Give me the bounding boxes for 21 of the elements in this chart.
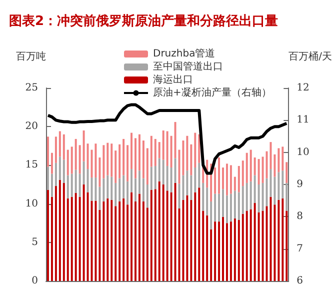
y2-tick-label: 12 [296, 82, 310, 94]
y2-axis-title: 百万桶/天 [288, 50, 332, 62]
y-axis-title: 百万吨 [16, 50, 46, 62]
chart-title: 图表2：冲突前俄罗斯原油产量和分路径出口量 [9, 13, 278, 29]
y2-tick-label: 9 [296, 179, 304, 190]
y-tick-label: 20 [25, 121, 38, 132]
line-series [46, 103, 288, 175]
y-tick-label: 25 [25, 82, 38, 94]
y2-tick-label: 10 [296, 146, 310, 158]
y-tick-label: 15 [25, 160, 38, 171]
y2-tick-label: 8 [296, 211, 304, 222]
y2-tick-label: 11 [296, 114, 310, 126]
legend-label: Druzhba管道 [153, 48, 216, 60]
y-tick-label: 0 [32, 276, 38, 286]
legend-label: 至中国管道出口 [153, 60, 223, 72]
legend-label: 海运出口 [153, 74, 193, 86]
y2-tick-label: 7 [296, 243, 304, 254]
y2-tick-label: 6 [296, 276, 304, 286]
y-tick-label: 10 [25, 198, 38, 210]
legend-label: 原油+凝析油产量（右轴） [153, 86, 272, 98]
y-tick-label: 5 [32, 236, 38, 248]
